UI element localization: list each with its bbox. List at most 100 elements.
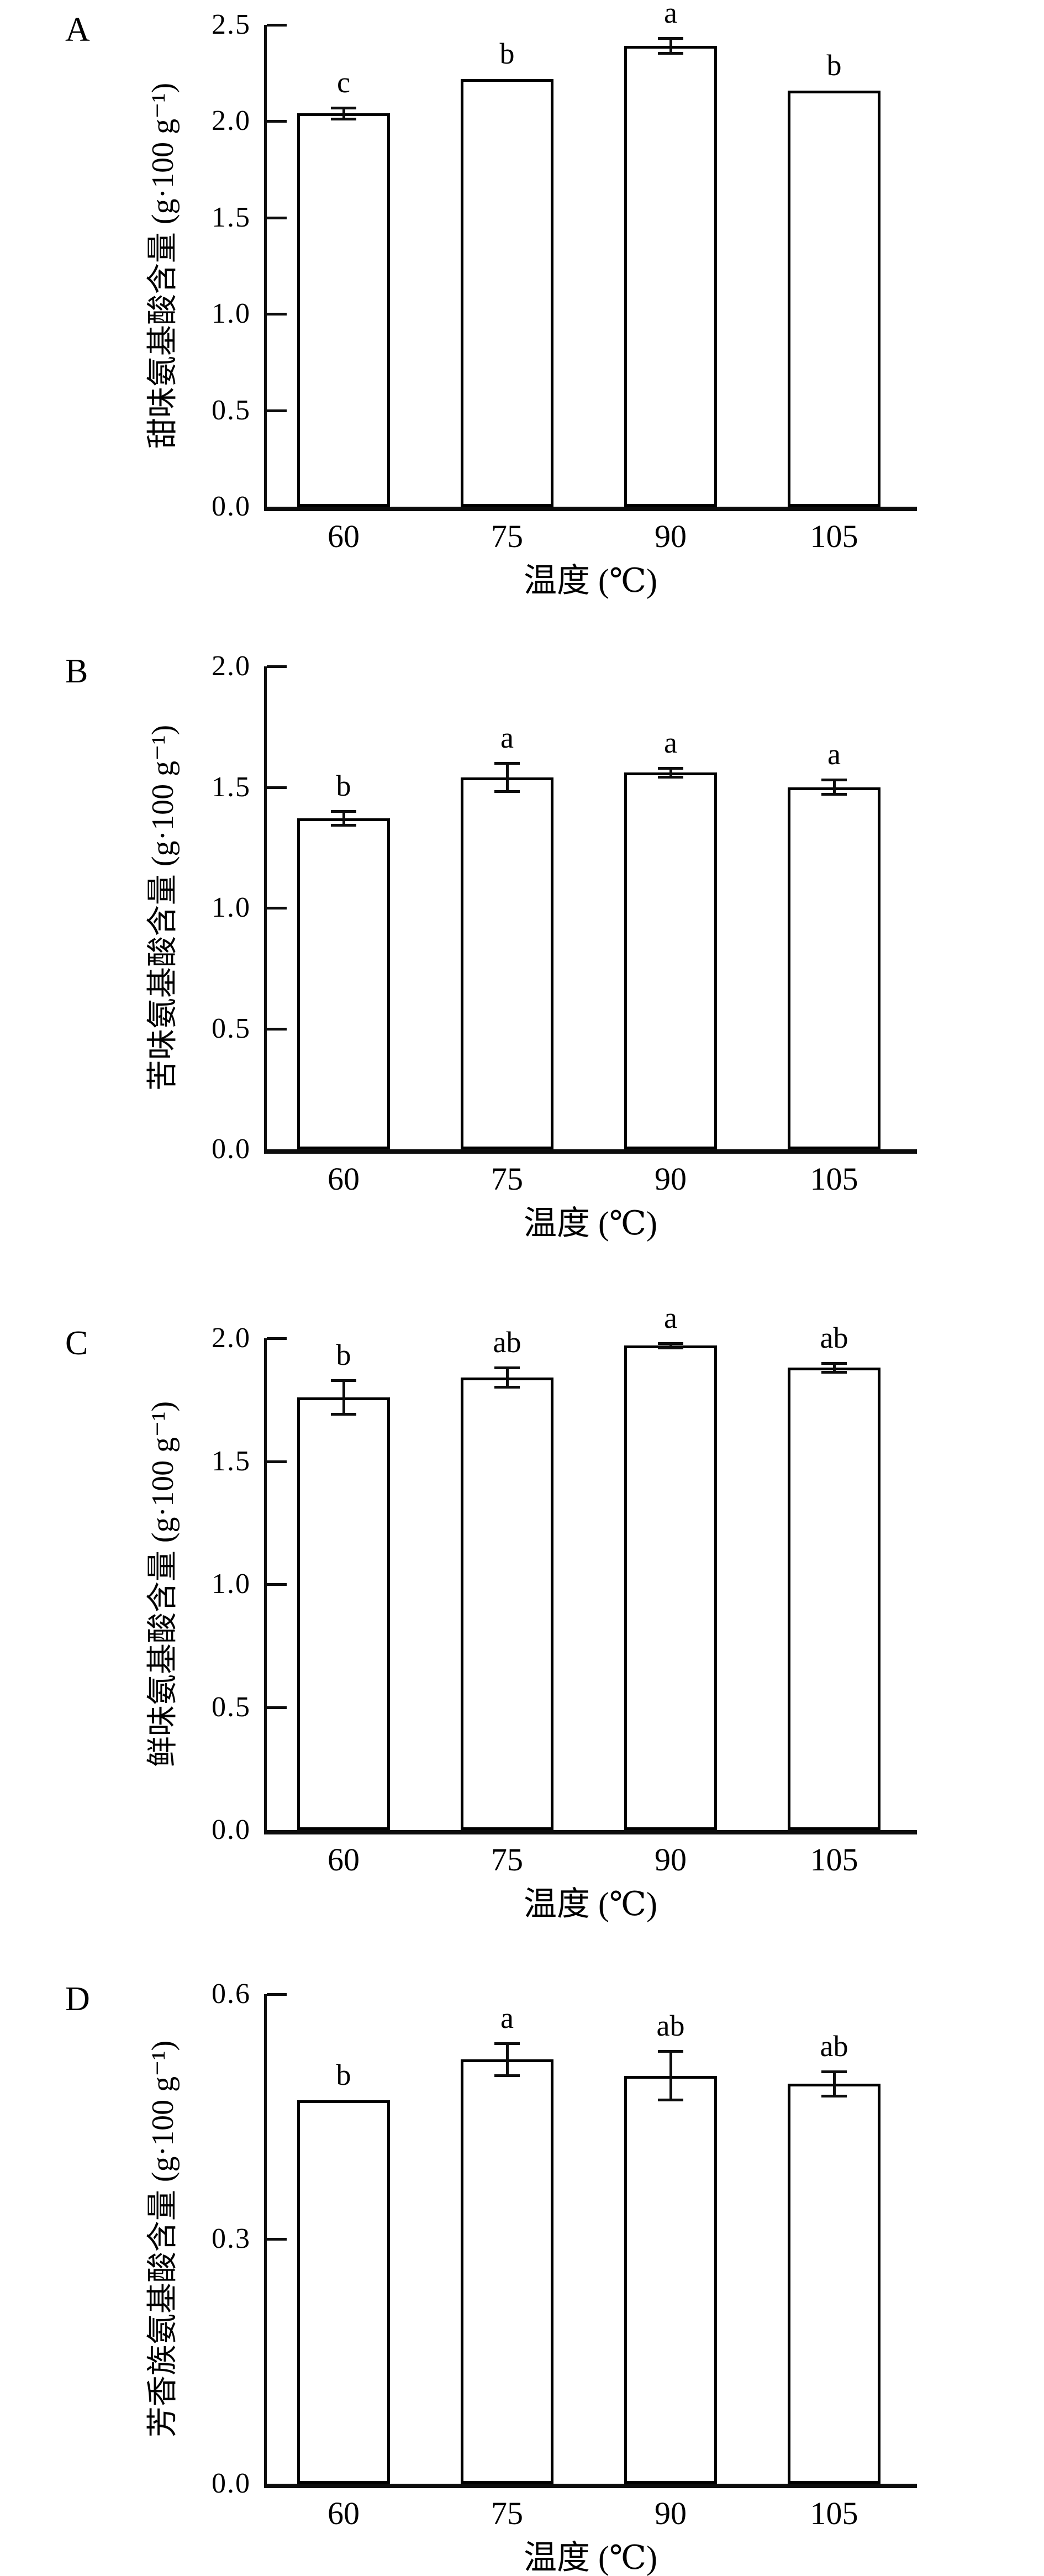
x-tick-label: 75: [491, 1842, 523, 1878]
error-bar-cap-bottom: [658, 52, 683, 55]
y-tick-label: 0.0: [212, 491, 251, 522]
error-bar-cap-bottom: [658, 1346, 683, 1349]
error-bar-cap-top: [331, 1379, 356, 1382]
error-bar-stem: [505, 2043, 509, 2076]
bar-90: [624, 2075, 717, 2484]
panel-letter-b: B: [65, 653, 88, 690]
y-axis-tick: [267, 313, 287, 316]
error-bar-cap-bottom: [658, 2098, 683, 2101]
error-bar-cap-bottom: [821, 1371, 847, 1374]
y-axis-tick: [267, 2238, 287, 2241]
error-bar-stem: [342, 1380, 345, 1415]
significance-letter: a: [500, 721, 514, 754]
x-axis-title: 温度 (℃): [523, 562, 658, 599]
x-axis-line: [264, 1149, 917, 1154]
y-axis-title: 苦味氨基酸含量 (g·100 g⁻¹): [146, 724, 180, 1091]
error-bar-cap-bottom: [331, 824, 356, 827]
y-tick-label: 1.0: [212, 298, 251, 330]
x-tick-label: 60: [328, 1161, 360, 1197]
panel-letter-a: A: [65, 11, 90, 49]
x-axis-title: 温度 (℃): [523, 2540, 658, 2576]
x-tick-label: 60: [328, 518, 360, 554]
error-bar-stem: [669, 1343, 672, 1348]
y-tick-label: 2.5: [212, 9, 251, 40]
error-bar-cap-top: [494, 1366, 520, 1370]
y-tick-label: 2.0: [212, 105, 251, 137]
y-axis-tick: [267, 120, 287, 123]
y-axis-tick: [267, 409, 287, 412]
x-tick-label: 75: [491, 1161, 523, 1197]
significance-letter: a: [500, 2001, 514, 2034]
panel-letter-d: D: [65, 1980, 90, 2018]
y-tick-label: 0.0: [212, 1133, 251, 1165]
error-bar-cap-top: [658, 2050, 683, 2053]
error-bar-cap-top: [658, 1342, 683, 1345]
significance-letter: a: [664, 1301, 677, 1334]
error-bar-cap-top: [821, 779, 847, 782]
bar-75: [461, 2059, 553, 2484]
error-bar-cap-bottom: [821, 2094, 847, 2097]
x-tick-label: 105: [810, 2495, 858, 2531]
error-bar-stem: [832, 1363, 836, 1373]
significance-letter: b: [336, 2058, 351, 2091]
y-axis-tick: [267, 1337, 287, 1340]
y-axis-title: 芳香族氨基酸含量 (g·100 g⁻¹): [146, 2040, 180, 2438]
bar-60: [297, 818, 390, 1149]
y-axis-tick: [267, 1460, 287, 1463]
bar-75: [461, 78, 553, 507]
significance-letter: b: [499, 36, 515, 70]
x-tick-label: 105: [810, 518, 858, 554]
y-axis-title: 鲜味氨基酸含量 (g·100 g⁻¹): [146, 1401, 180, 1768]
y-axis-line: [264, 25, 267, 511]
panel-c: C 0.0 0.5 1.0 1.5 2.0 b 60 ab 75 a 90 ab 105 温度 (℃) 鲜味氨…: [0, 1287, 1044, 1931]
error-bar-stem: [505, 763, 509, 792]
x-tick-label: 60: [328, 2495, 360, 2531]
x-axis-line: [264, 2484, 917, 2488]
panel-b: B 0.0 0.5 1.0 1.5 2.0 b 60 a 75 a 90 a 105 温度 (℃) 苦味氨基酸…: [0, 644, 1044, 1287]
y-tick-label: 2.0: [212, 650, 251, 682]
bar-105: [788, 2084, 880, 2484]
error-bar-stem: [505, 1368, 509, 1387]
y-tick-label: 0.6: [212, 1978, 251, 2010]
error-bar-stem: [342, 811, 345, 826]
error-bar-stem: [342, 107, 345, 119]
x-tick-label: 75: [491, 2495, 523, 2531]
y-axis-tick: [267, 216, 287, 219]
panel-d: D 0.0 0.3 0.6 b 60 a 75 ab 90 ab 105 温度 (℃) 芳香族氨基酸含量 …: [0, 1931, 1044, 2576]
significance-letter: ab: [493, 1326, 521, 1359]
error-bar-cap-bottom: [658, 776, 683, 779]
y-tick-label: 1.5: [212, 771, 251, 803]
y-tick-label: 1.0: [212, 892, 251, 923]
y-axis-line: [264, 1994, 267, 2488]
y-axis-line: [264, 666, 267, 1154]
x-tick-label: 90: [655, 2495, 687, 2531]
y-tick-label: 0.5: [212, 1691, 251, 1723]
error-bar-stem: [669, 2051, 672, 2100]
bar-60: [297, 1397, 390, 1830]
x-axis-line: [264, 1830, 917, 1834]
y-axis-tick: [267, 907, 287, 910]
bar-105: [788, 90, 880, 507]
x-tick-label: 105: [810, 1842, 858, 1878]
significance-letter: b: [336, 1338, 351, 1371]
x-tick-label: 105: [810, 1161, 858, 1197]
error-bar-cap-top: [821, 2070, 847, 2074]
x-tick-label: 60: [328, 1842, 360, 1878]
error-bar-cap-top: [331, 810, 356, 813]
x-tick-label: 75: [491, 518, 523, 554]
bar-75: [461, 1378, 553, 1830]
error-bar-cap-bottom: [494, 790, 520, 793]
x-tick-label: 90: [655, 1161, 687, 1197]
y-axis-tick: [267, 1583, 287, 1586]
error-bar-stem: [669, 38, 672, 54]
y-tick-label: 1.5: [212, 201, 251, 233]
significance-letter: b: [826, 48, 842, 82]
error-bar-stem: [669, 767, 672, 777]
error-bar-cap-top: [494, 761, 520, 765]
error-bar-cap-top: [331, 106, 356, 109]
y-axis-line: [264, 1338, 267, 1834]
y-tick-label: 0.5: [212, 1012, 251, 1044]
error-bar-cap-bottom: [821, 792, 847, 796]
y-tick-label: 0.0: [212, 1814, 251, 1846]
error-bar-cap-bottom: [331, 117, 356, 120]
